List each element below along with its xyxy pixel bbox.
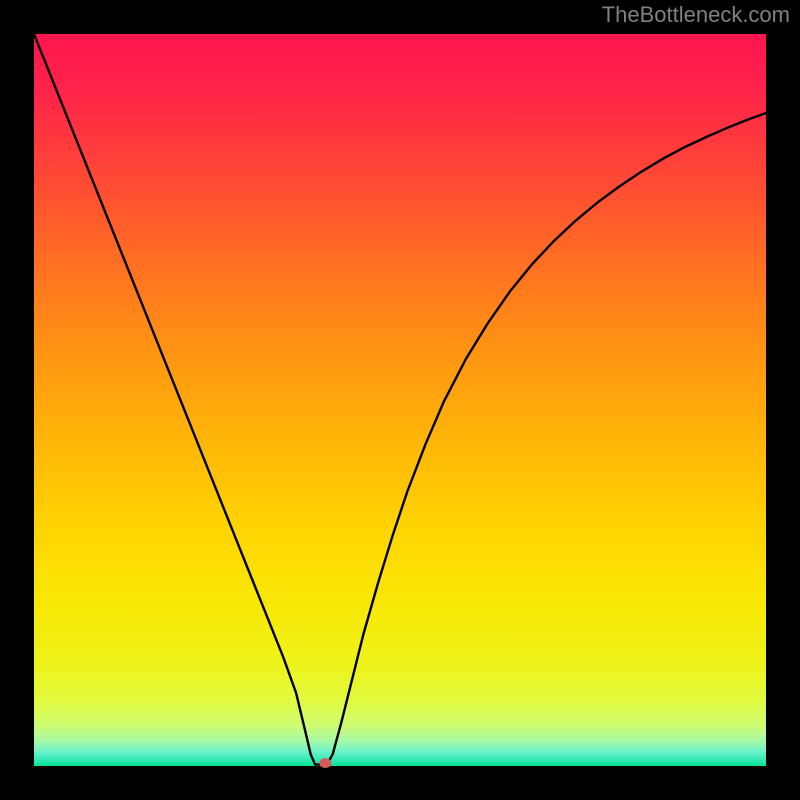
watermark-text: TheBottleneck.com <box>602 2 790 27</box>
bottleneck-chart: TheBottleneck.com <box>0 0 800 800</box>
optimal-point-marker <box>319 758 331 768</box>
chart-svg: TheBottleneck.com <box>0 0 800 800</box>
plot-background <box>34 34 766 766</box>
